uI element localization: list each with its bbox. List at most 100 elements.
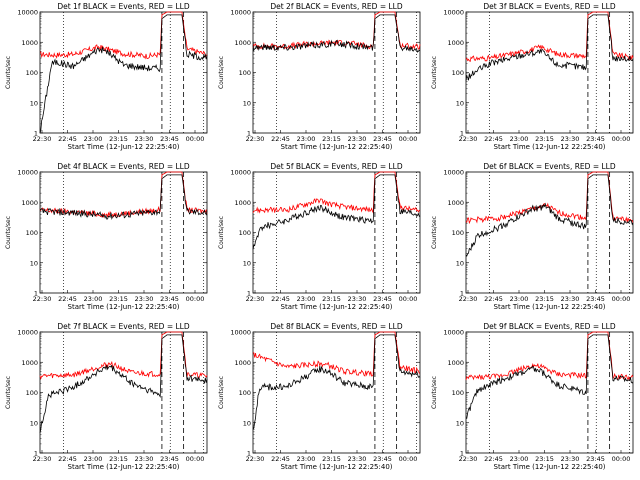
x-tick-label: 23:30: [561, 135, 580, 143]
x-tick-label: 23:30: [135, 135, 154, 143]
y-axis-label: Counts/sec: [5, 376, 12, 409]
lld-series-line: [39, 171, 208, 218]
x-tick-label: 00:00: [399, 135, 418, 143]
y-tick-label: 10000: [443, 329, 464, 337]
x-tick-label: 22:45: [271, 455, 290, 463]
x-tick-label: 22:30: [246, 135, 265, 143]
y-axis-label: Counts/sec: [431, 56, 438, 89]
x-tick-label: 23:45: [160, 135, 179, 143]
detector-panel-2: Det 2f BLACK = Events, RED = LLD 1 10 100 10…: [218, 2, 421, 151]
x-tick-label: 23:45: [586, 455, 605, 463]
x-tick-label: 00:00: [612, 455, 631, 463]
y-tick-label: 100: [26, 229, 38, 237]
plot-frame: [465, 331, 634, 454]
x-tick-label: 23:30: [348, 295, 367, 303]
x-axis-label: Start Time (12-Jun-12 22:25:40): [281, 303, 393, 311]
y-tick-label: 1: [460, 290, 464, 298]
events-series-line: [465, 334, 634, 419]
x-tick-label: 22:45: [58, 295, 77, 303]
x-tick-label: 23:00: [510, 295, 529, 303]
panel-title: Det 1f BLACK = Events, RED = LLD: [57, 2, 190, 11]
x-axis-label: Start Time (12-Jun-12 22:25:40): [281, 463, 393, 471]
y-tick-label: 10: [456, 259, 464, 267]
x-tick-label: 23:00: [297, 455, 316, 463]
panel-title: Det 4f BLACK = Events, RED = LLD: [57, 162, 190, 171]
x-tick-label: 22:45: [271, 135, 290, 143]
y-tick-label: 10: [30, 259, 38, 267]
x-tick-label: 22:45: [484, 135, 503, 143]
y-tick-label: 10: [456, 99, 464, 107]
events-series-line: [252, 174, 421, 250]
plot-frame: [39, 331, 208, 454]
lld-series-line: [465, 171, 634, 225]
x-tick-label: 23:45: [373, 455, 392, 463]
x-tick-label: 22:30: [459, 295, 478, 303]
y-axis-label: Counts/sec: [218, 216, 225, 249]
y-tick-label: 10000: [443, 169, 464, 177]
y-tick-label: 100: [239, 229, 251, 237]
y-tick-label: 1: [34, 290, 38, 298]
x-tick-label: 23:45: [586, 295, 605, 303]
x-tick-label: 22:45: [58, 135, 77, 143]
x-tick-label: 23:00: [84, 295, 103, 303]
x-tick-label: 23:15: [322, 295, 341, 303]
y-tick-label: 10000: [230, 169, 251, 177]
events-series-line: [39, 14, 208, 134]
x-tick-label: 23:00: [297, 295, 316, 303]
detector-panel-5: Det 5f BLACK = Events, RED = LLD 1 10 100 10…: [218, 162, 421, 311]
panel-title: Det 7f BLACK = Events, RED = LLD: [57, 322, 190, 331]
x-tick-label: 00:00: [399, 455, 418, 463]
x-axis-label: Start Time (12-Jun-12 22:25:40): [68, 303, 180, 311]
y-tick-label: 100: [452, 69, 464, 77]
lld-series-line: [252, 171, 421, 215]
x-axis-label: Start Time (12-Jun-12 22:25:40): [281, 143, 393, 151]
x-axis-label: Start Time (12-Jun-12 22:25:40): [68, 143, 180, 151]
plot-frame: [465, 11, 634, 134]
x-tick-label: 23:00: [297, 135, 316, 143]
detector-panel-3: Det 3f BLACK = Events, RED = LLD 1 10 100 10…: [431, 2, 634, 151]
x-tick-label: 23:00: [84, 455, 103, 463]
detector-panel-7: Det 7f BLACK = Events, RED = LLD 1 10 100 10…: [5, 322, 208, 471]
lld-series-line: [465, 331, 634, 382]
panel-title: Det 3f BLACK = Events, RED = LLD: [483, 2, 616, 11]
y-tick-label: 1000: [21, 359, 38, 367]
y-axis-label: Counts/sec: [218, 56, 225, 89]
panel-title: Det 6f BLACK = Events, RED = LLD: [483, 162, 616, 171]
y-tick-label: 100: [452, 229, 464, 237]
x-tick-label: 23:15: [322, 135, 341, 143]
y-tick-label: 1: [247, 450, 251, 458]
panel-title: Det 5f BLACK = Events, RED = LLD: [270, 162, 403, 171]
x-tick-label: 23:15: [535, 455, 554, 463]
x-tick-label: 23:30: [135, 455, 154, 463]
x-tick-label: 23:15: [109, 135, 128, 143]
y-tick-label: 10000: [230, 9, 251, 17]
detector-panel-9: Det 9f BLACK = Events, RED = LLD 1 10 100 10…: [431, 322, 634, 471]
y-tick-label: 10: [30, 99, 38, 107]
y-axis-label: Counts/sec: [5, 216, 12, 249]
x-tick-label: 23:45: [373, 295, 392, 303]
x-tick-label: 23:00: [84, 135, 103, 143]
x-tick-label: 22:45: [484, 295, 503, 303]
x-axis-label: Start Time (12-Jun-12 22:25:40): [68, 463, 180, 471]
x-tick-label: 23:00: [510, 135, 529, 143]
panel-title: Det 8f BLACK = Events, RED = LLD: [270, 322, 403, 331]
y-tick-label: 1000: [234, 359, 251, 367]
plot-frame: [252, 11, 421, 134]
x-tick-label: 23:45: [160, 455, 179, 463]
y-tick-label: 10000: [230, 329, 251, 337]
detector-panel-8: Det 8f BLACK = Events, RED = LLD 1 10 100 10…: [218, 322, 421, 471]
x-tick-label: 22:45: [271, 295, 290, 303]
lld-series-line: [252, 331, 421, 377]
x-tick-label: 22:30: [33, 135, 52, 143]
x-tick-label: 22:30: [33, 295, 52, 303]
x-tick-label: 00:00: [186, 455, 205, 463]
x-tick-label: 22:30: [246, 455, 265, 463]
y-tick-label: 10000: [17, 169, 38, 177]
y-tick-label: 1000: [234, 39, 251, 47]
panel-title: Det 9f BLACK = Events, RED = LLD: [483, 322, 616, 331]
y-tick-label: 10: [30, 419, 38, 427]
x-tick-label: 22:30: [459, 455, 478, 463]
plot-frame: [39, 11, 208, 134]
x-tick-label: 22:45: [58, 455, 77, 463]
